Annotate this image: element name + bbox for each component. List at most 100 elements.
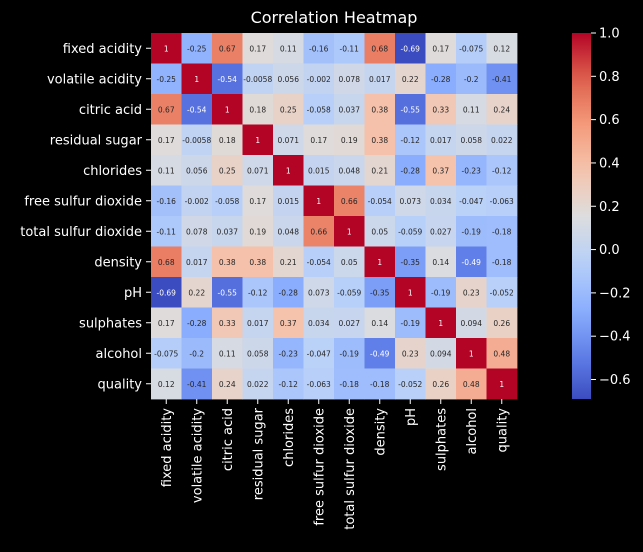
- cell-annotation: -0.23: [462, 166, 482, 175]
- cell-annotation: 1: [499, 380, 504, 389]
- heatmap-cell: [212, 124, 243, 156]
- cell-annotation: -0.25: [187, 44, 207, 53]
- colorbar-tick-label: 0.8: [599, 70, 620, 85]
- cell-annotation: 0.17: [432, 44, 449, 53]
- cell-annotation: 0.12: [158, 380, 175, 389]
- heatmap-cell: [242, 246, 274, 278]
- cell-annotation: 0.027: [430, 227, 452, 236]
- colorbar: 1.0 0.8 0.6 0.4 0.2 0.0 −0.2 −0.4 −0.6: [572, 27, 631, 399]
- heatmap-cell: [181, 216, 213, 247]
- cell-annotation: -0.058: [215, 197, 239, 206]
- cell-annotation: -0.002: [185, 197, 209, 206]
- heatmap-cell: [456, 94, 487, 125]
- heatmap-cell: [425, 216, 457, 247]
- row-label: alcohol: [96, 347, 142, 362]
- column-label: total sulfur dioxide: [343, 408, 358, 530]
- heatmap-cell: [303, 368, 335, 400]
- cell-annotation: -0.69: [157, 288, 177, 297]
- cell-annotation: -0.19: [431, 288, 451, 297]
- cell-annotation: -0.49: [462, 258, 482, 267]
- cell-annotation: 1: [225, 105, 230, 114]
- colorbar-tick-label: −0.6: [599, 373, 631, 388]
- heatmap-cell: [212, 246, 243, 278]
- heatmap-cell: [395, 185, 426, 217]
- cell-annotation: 0.056: [186, 166, 208, 175]
- cell-annotation: 0.26: [493, 319, 510, 328]
- row-labels: fixed acidity volatile acidity citric acid…: [20, 42, 151, 392]
- cell-annotation: 0.017: [430, 136, 452, 145]
- cell-annotation: 0.67: [158, 105, 175, 114]
- cell-annotation: 0.66: [341, 197, 358, 206]
- heatmap-cell: [425, 185, 457, 217]
- heatmap-cell: [334, 368, 365, 400]
- cell-annotation: 0.037: [217, 227, 239, 236]
- heatmap-cell: [151, 63, 182, 95]
- cell-annotation: 0.24: [493, 105, 510, 114]
- column-label: citric acid: [221, 408, 236, 471]
- cell-annotation: 0.094: [430, 349, 452, 358]
- colorbar-tick-label: 0.6: [599, 113, 620, 128]
- heatmap-cell: [425, 155, 457, 186]
- heatmap-cell: [303, 246, 335, 278]
- colorbar-tick-label: 1.0: [599, 27, 620, 42]
- heatmap-cell: [456, 338, 487, 369]
- heatmap-cell: [273, 307, 304, 339]
- cell-annotation: 0.19: [341, 136, 358, 145]
- cell-annotation: -0.55: [401, 105, 421, 114]
- colorbar-gradient: [572, 33, 591, 399]
- cell-annotation: 0.37: [432, 166, 449, 175]
- heatmap-cell: [425, 246, 457, 278]
- cell-annotation: -0.2: [189, 349, 204, 358]
- cell-annotation: -0.063: [307, 380, 331, 389]
- cell-annotation: -0.075: [459, 44, 483, 53]
- heatmap-cell: [334, 338, 365, 369]
- column-label: sulphates: [434, 408, 449, 471]
- cell-annotation: 0.22: [188, 288, 205, 297]
- cell-annotation: 0.68: [371, 44, 388, 53]
- cell-annotation: -0.059: [337, 288, 361, 297]
- heatmap-cell: [456, 63, 487, 95]
- heatmap-cell: [273, 216, 304, 247]
- cell-annotation: -0.054: [368, 197, 392, 206]
- row-label: citric acid: [79, 103, 142, 118]
- column-label: density: [373, 408, 388, 456]
- heatmap-cell: [334, 63, 365, 95]
- heatmap-cell: [151, 124, 182, 156]
- column-label: fixed acidity: [160, 408, 175, 488]
- heatmap-cell: [303, 155, 335, 186]
- cell-annotation: -0.11: [157, 227, 177, 236]
- cell-annotation: 0.058: [247, 349, 269, 358]
- heatmap-cell: [334, 94, 365, 125]
- heatmap-cell: [425, 63, 457, 95]
- cell-annotation: -0.12: [401, 136, 421, 145]
- heatmap-cell: [212, 33, 243, 64]
- colorbar-tick-label: 0.2: [599, 200, 620, 215]
- cell-annotation: 0.17: [249, 44, 266, 53]
- heatmap-cell: [486, 368, 518, 400]
- heatmap-cell: [273, 63, 304, 95]
- cell-annotation: -0.12: [492, 166, 512, 175]
- cell-annotation: 0.071: [278, 136, 300, 145]
- row-label: fixed acidity: [63, 42, 143, 57]
- cell-annotation: 0.078: [186, 227, 208, 236]
- heatmap-cell: [273, 155, 304, 186]
- heatmap-cell: [395, 63, 426, 95]
- heatmap-cell: [425, 368, 457, 400]
- heatmap-cell: [181, 307, 213, 339]
- heatmap-cells: 1 -0.25 0.67 0.17 0.11 -0.16 -0.11 0.68 -0.69 0.1…: [151, 33, 518, 400]
- cell-annotation: 0.38: [371, 105, 388, 114]
- column-labels: fixed acidity volatile acidity citric acid…: [160, 399, 510, 530]
- heatmap-cell: [212, 185, 243, 217]
- cell-annotation: -0.12: [279, 380, 299, 389]
- heatmap-cell: [212, 277, 243, 308]
- column-label: free sulfur dioxide: [312, 408, 327, 526]
- cell-annotation: 0.073: [308, 288, 330, 297]
- heatmap-cell: [364, 94, 396, 125]
- cell-annotation: 0.05: [341, 258, 358, 267]
- heatmap-cell: [334, 185, 365, 217]
- cell-annotation: -0.41: [492, 75, 512, 84]
- cell-annotation: -0.55: [218, 288, 238, 297]
- cell-annotation: -0.002: [307, 75, 331, 84]
- heatmap-cell: [486, 63, 518, 95]
- heatmap-cell: [486, 185, 518, 217]
